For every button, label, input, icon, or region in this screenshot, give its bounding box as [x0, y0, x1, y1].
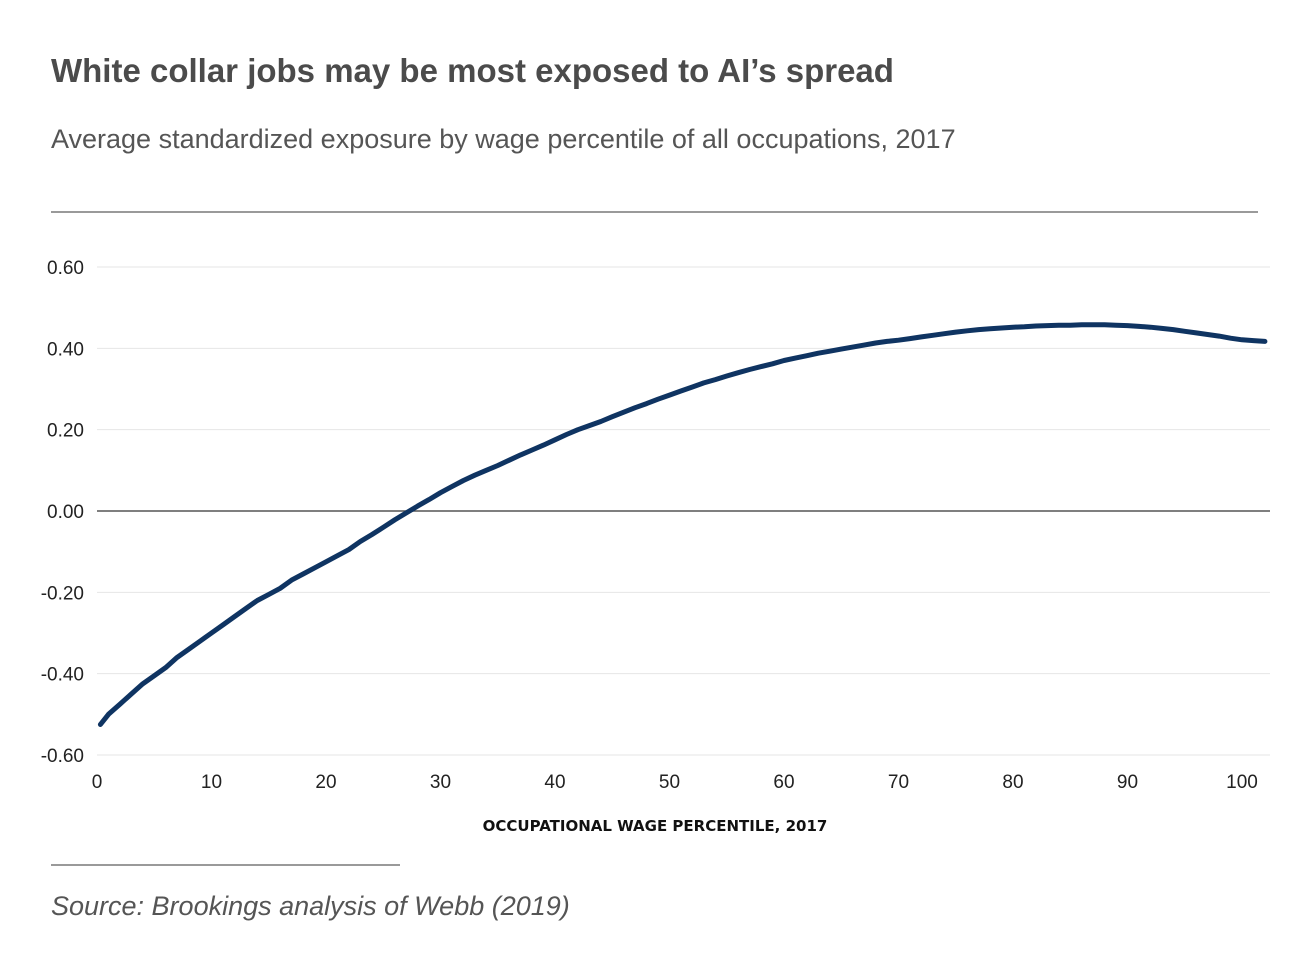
x-tick-label: 10 — [201, 772, 222, 793]
source-note: Source: Brookings analysis of Webb (2019… — [51, 891, 570, 921]
x-tick-label: 60 — [773, 772, 794, 793]
x-tick-label: 30 — [430, 772, 451, 793]
series-line-exposure — [97, 322, 1268, 727]
x-tick-label: 70 — [888, 772, 909, 793]
y-tick-label: 0.60 — [47, 258, 84, 279]
x-tick-label: 90 — [1117, 772, 1138, 793]
x-axis-label: OCCUPATIONAL WAGE PERCENTILE, 2017 — [483, 817, 828, 835]
series-layer — [97, 322, 1268, 727]
x-tick-label: 50 — [659, 772, 680, 793]
y-axis-ticks: 0.60 0.40 0.20 0.00 -0.20 -0.40 -0.60 — [41, 258, 84, 767]
y-tick-label: -0.40 — [41, 665, 84, 686]
x-tick-label: 20 — [315, 772, 336, 793]
line-chart: 0.60 0.40 0.20 0.00 -0.20 -0.40 -0.60 0 10 20 30 4… — [41, 258, 1270, 835]
x-tick-label: 100 — [1226, 772, 1258, 793]
y-tick-label: -0.60 — [41, 746, 84, 767]
y-tick-label: 0.20 — [47, 421, 84, 442]
x-tick-label: 80 — [1002, 772, 1023, 793]
chart-subtitle: Average standardized exposure by wage pe… — [51, 124, 956, 154]
x-axis-ticks: 0 10 20 30 40 50 60 70 80 90 100 — [92, 772, 1258, 793]
top-divider — [51, 211, 1258, 213]
y-tick-label: 0.40 — [47, 339, 84, 360]
x-tick-label: 0 — [92, 772, 103, 793]
y-tick-label: -0.20 — [41, 583, 84, 604]
x-tick-label: 40 — [544, 772, 565, 793]
bottom-divider — [51, 864, 400, 866]
chart-title: White collar jobs may be most exposed to… — [51, 52, 894, 89]
gridlines — [97, 266, 1270, 756]
y-tick-label: 0.00 — [47, 502, 84, 523]
